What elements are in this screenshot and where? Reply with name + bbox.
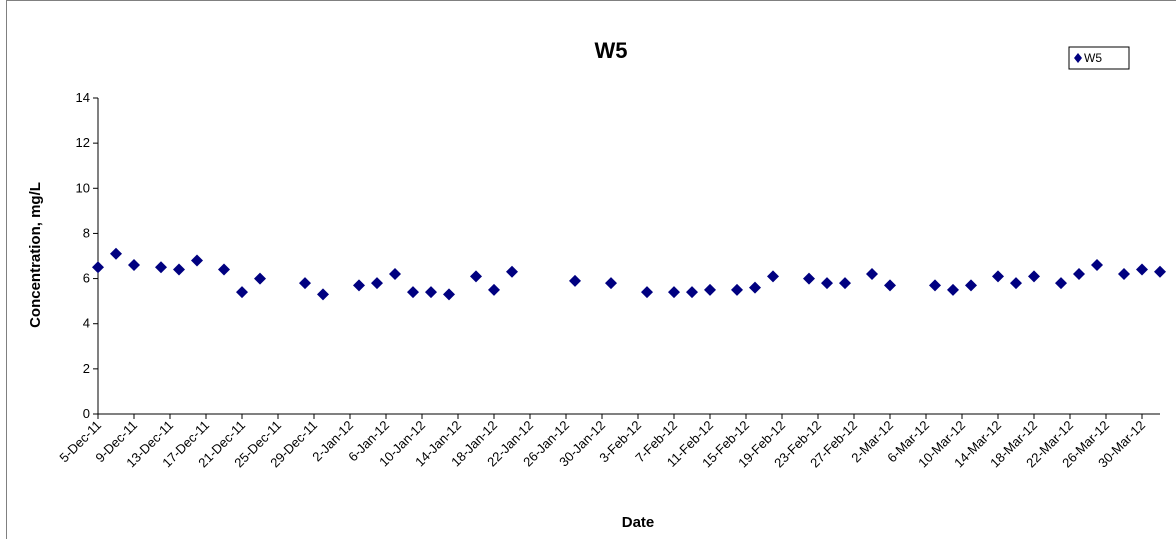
data-point bbox=[884, 279, 896, 292]
data-point bbox=[218, 263, 230, 276]
data-point bbox=[668, 286, 680, 299]
axes bbox=[97, 98, 1160, 415]
data-point bbox=[1154, 265, 1166, 278]
y-tick-label: 12 bbox=[76, 135, 90, 150]
x-ticks: 5-Dec-119-Dec-1113-Dec-1117-Dec-1121-Dec… bbox=[56, 414, 1148, 471]
y-tick-label: 8 bbox=[83, 225, 90, 240]
data-point bbox=[317, 288, 329, 301]
data-point bbox=[488, 283, 500, 296]
y-axis-title: Concentration, mg/L bbox=[27, 182, 44, 328]
data-point bbox=[236, 286, 248, 299]
legend: W5 bbox=[1068, 46, 1130, 70]
data-point bbox=[749, 281, 761, 294]
y-tick-label: 4 bbox=[83, 316, 90, 331]
data-point bbox=[1091, 259, 1103, 272]
legend-label: W5 bbox=[1084, 51, 1102, 65]
data-point bbox=[254, 272, 266, 285]
data-point bbox=[992, 270, 1004, 283]
data-point bbox=[767, 270, 779, 283]
data-point bbox=[371, 277, 383, 290]
data-point bbox=[569, 274, 581, 287]
data-point bbox=[1028, 270, 1040, 283]
legend-marker-diamond-icon bbox=[1074, 53, 1082, 63]
data-point bbox=[839, 277, 851, 290]
data-point bbox=[1073, 268, 1085, 281]
y-tick-label: 2 bbox=[83, 361, 90, 376]
legend-box bbox=[1068, 46, 1130, 70]
data-point bbox=[1136, 263, 1148, 276]
data-point bbox=[92, 261, 104, 274]
y-tick-label: 10 bbox=[76, 180, 90, 195]
data-point bbox=[173, 263, 185, 276]
data-point bbox=[866, 268, 878, 281]
data-point bbox=[470, 270, 482, 283]
data-point bbox=[191, 254, 203, 267]
data-point bbox=[389, 268, 401, 281]
data-point bbox=[947, 283, 959, 296]
data-point bbox=[929, 279, 941, 292]
y-tick-label: 6 bbox=[83, 271, 90, 286]
data-point bbox=[443, 288, 455, 301]
data-point bbox=[353, 279, 365, 292]
y-tick-label: 0 bbox=[83, 406, 90, 421]
x-axis-title: Date bbox=[622, 514, 655, 531]
data-point bbox=[704, 283, 716, 296]
y-ticks: 0 2 4 6 8 10 12 14 bbox=[76, 90, 98, 421]
data-point bbox=[407, 286, 419, 299]
data-point bbox=[1118, 268, 1130, 281]
data-point bbox=[128, 259, 140, 272]
y-tick-label: 14 bbox=[76, 90, 90, 105]
data-point bbox=[965, 279, 977, 292]
data-point bbox=[110, 247, 122, 260]
data-point bbox=[1055, 277, 1067, 290]
data-point bbox=[641, 286, 653, 299]
data-point bbox=[821, 277, 833, 290]
data-points bbox=[92, 247, 1166, 301]
data-point bbox=[686, 286, 698, 299]
chart-frame: W5 W5 Concentration, mg/L Date 0 2 4 6 8 10 12… bbox=[6, 0, 1176, 539]
data-point bbox=[803, 272, 815, 285]
data-point bbox=[1010, 277, 1022, 290]
data-point bbox=[506, 265, 518, 278]
data-point bbox=[299, 277, 311, 290]
data-point bbox=[425, 286, 437, 299]
data-point bbox=[155, 261, 167, 274]
chart-title: W5 bbox=[595, 38, 628, 63]
data-point bbox=[731, 283, 743, 296]
data-point bbox=[605, 277, 617, 290]
chart-svg: W5 W5 Concentration, mg/L Date 0 2 4 6 8 10 12… bbox=[27, 38, 1166, 531]
